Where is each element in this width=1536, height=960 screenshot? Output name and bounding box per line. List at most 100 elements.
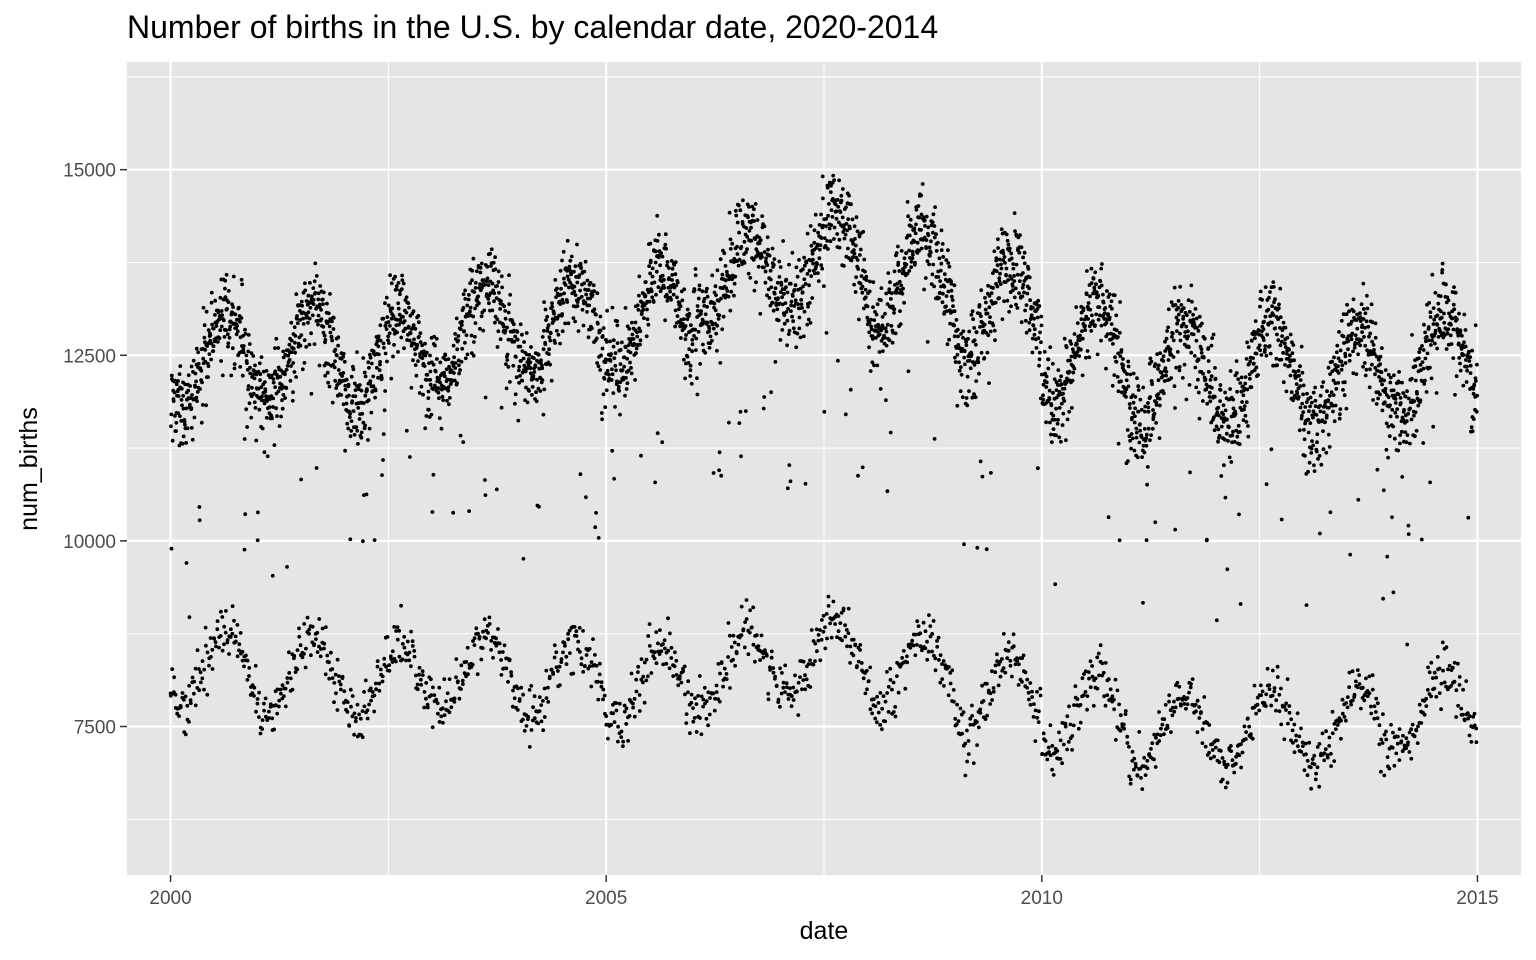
data-point	[962, 349, 967, 354]
data-point	[782, 313, 787, 317]
data-point	[628, 360, 632, 365]
data-point	[504, 666, 509, 671]
data-point	[461, 440, 466, 444]
data-point	[610, 367, 614, 372]
data-point	[939, 248, 944, 253]
data-point	[552, 643, 557, 648]
data-point	[1090, 664, 1094, 668]
data-point	[1043, 371, 1048, 376]
data-point	[1336, 371, 1341, 375]
data-point	[417, 665, 422, 670]
data-point	[823, 625, 827, 630]
data-point	[1342, 715, 1347, 719]
data-point	[299, 477, 303, 482]
data-point	[563, 321, 567, 326]
data-point	[271, 405, 275, 409]
data-point	[1178, 338, 1183, 343]
data-point	[876, 710, 881, 715]
data-point	[674, 658, 679, 663]
data-point	[1153, 520, 1158, 525]
data-point	[732, 281, 737, 286]
data-point	[383, 301, 387, 306]
data-point	[262, 708, 266, 713]
data-point	[726, 621, 731, 625]
data-point	[346, 382, 351, 387]
data-point	[183, 732, 188, 737]
data-point	[598, 328, 603, 333]
data-point	[482, 308, 487, 313]
data-point	[652, 280, 657, 285]
data-point	[682, 287, 687, 292]
data-point	[789, 303, 794, 308]
data-point	[1011, 288, 1015, 293]
data-point	[662, 638, 667, 643]
data-point	[829, 208, 834, 213]
data-point	[520, 332, 524, 337]
data-point	[1055, 749, 1060, 753]
data-point	[1247, 724, 1252, 729]
data-point	[1102, 694, 1106, 699]
data-point	[396, 306, 401, 311]
data-point	[791, 326, 796, 331]
data-point	[247, 401, 252, 406]
data-point	[995, 263, 1000, 268]
data-point	[680, 298, 685, 303]
data-point	[1095, 655, 1100, 660]
data-point	[369, 361, 374, 366]
data-point	[1122, 722, 1126, 727]
data-point	[236, 305, 241, 310]
data-point	[550, 301, 554, 306]
data-point	[994, 269, 999, 274]
data-point	[840, 638, 844, 643]
data-point	[990, 669, 994, 674]
data-point	[313, 290, 318, 295]
data-point	[276, 346, 281, 350]
data-point	[1050, 361, 1055, 366]
data-point	[1001, 251, 1006, 256]
data-point	[882, 335, 887, 340]
data-point	[457, 371, 461, 376]
data-point	[289, 338, 294, 343]
data-point	[385, 359, 389, 364]
data-point	[1091, 703, 1096, 708]
data-point	[886, 684, 891, 689]
data-point	[1028, 702, 1033, 707]
data-point	[812, 271, 817, 276]
data-point	[715, 323, 720, 328]
data-point	[1156, 367, 1160, 371]
data-point	[1338, 348, 1343, 353]
data-point	[800, 306, 804, 310]
data-point	[795, 331, 800, 336]
data-point	[242, 664, 246, 669]
data-point	[668, 631, 672, 636]
data-point	[972, 338, 977, 343]
data-point	[1146, 401, 1150, 405]
data-point	[876, 701, 881, 705]
data-point	[821, 629, 826, 634]
data-point	[368, 686, 373, 691]
data-point	[707, 326, 712, 331]
data-point	[998, 659, 1003, 664]
data-point	[497, 641, 502, 646]
data-point	[278, 374, 283, 379]
data-point	[333, 672, 338, 677]
data-point	[354, 716, 358, 720]
data-point	[657, 652, 662, 656]
data-point	[827, 180, 832, 185]
data-point	[884, 398, 888, 403]
data-point	[426, 396, 431, 400]
data-point	[499, 299, 503, 303]
data-point	[1138, 422, 1142, 427]
data-point	[592, 307, 597, 312]
data-point	[905, 271, 910, 276]
data-point	[516, 418, 521, 423]
data-point	[653, 480, 657, 485]
data-point	[188, 402, 192, 407]
data-point	[267, 709, 271, 714]
data-point	[1184, 706, 1188, 711]
data-point	[365, 388, 369, 393]
data-point	[1127, 744, 1131, 749]
data-point	[1099, 283, 1104, 288]
data-point	[554, 650, 559, 655]
data-point	[1019, 245, 1024, 250]
